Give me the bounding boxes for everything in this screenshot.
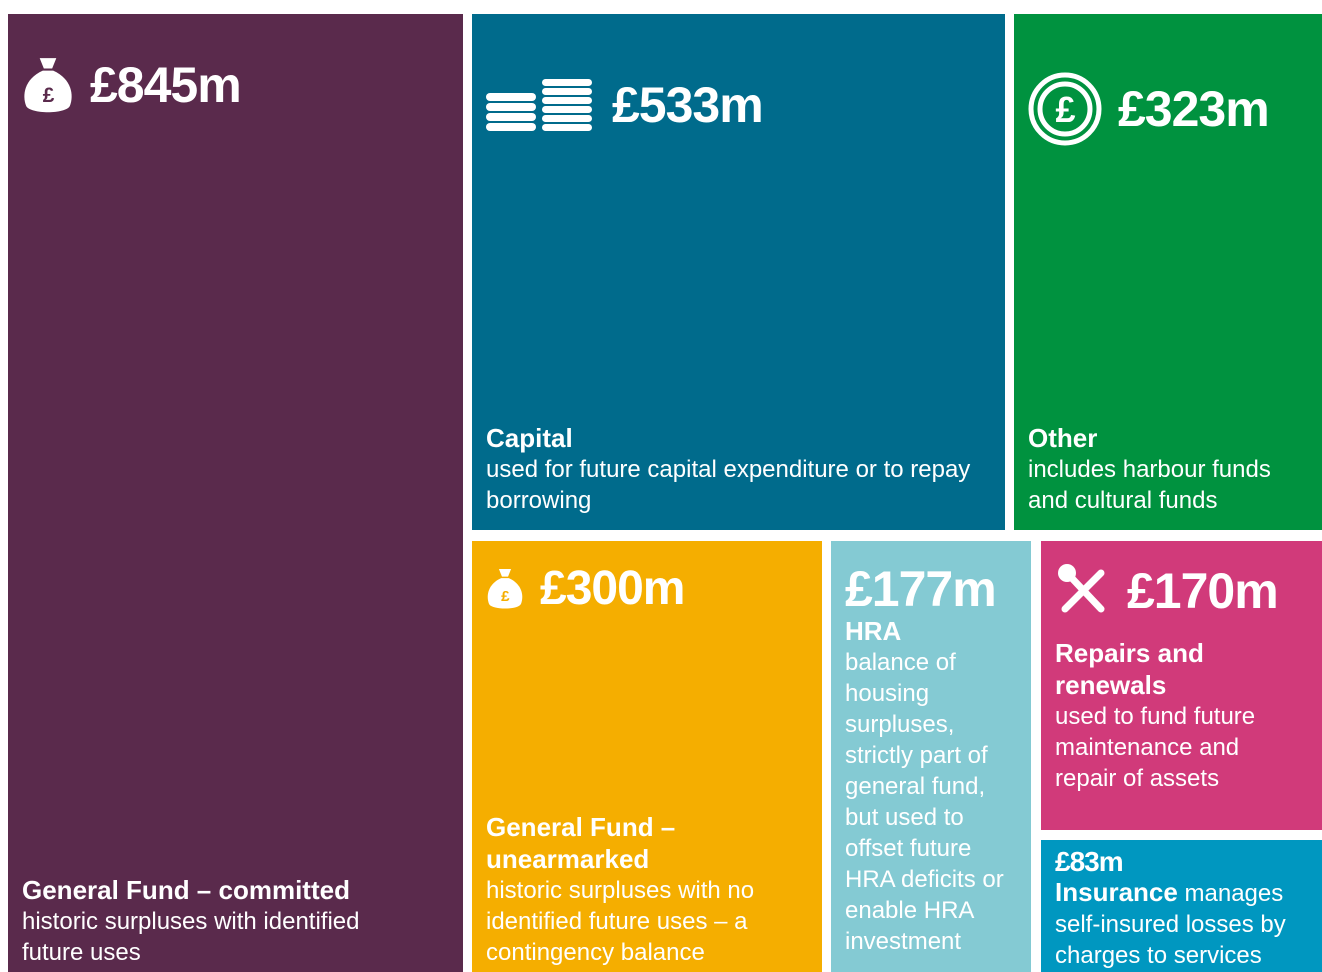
value-label: £83m xyxy=(1055,846,1124,877)
value-label: £300m xyxy=(540,562,685,615)
description: Insurance manages self-insured losses by… xyxy=(1055,876,1316,971)
icon: £ xyxy=(1028,72,1118,146)
treemap-tile: £83m Insurance manages self-insured losse… xyxy=(1041,840,1322,972)
value-label: £533m xyxy=(612,77,764,133)
description: includes harbour funds and cultural fund… xyxy=(1028,456,1271,514)
bottom-pad xyxy=(1028,516,1312,530)
spacer xyxy=(22,116,423,874)
value-label: £323m xyxy=(1118,81,1270,137)
icon: £ xyxy=(486,566,540,612)
icon xyxy=(486,79,612,131)
value-row: £ £845m xyxy=(22,54,423,116)
description: historic surpluses with no identified fu… xyxy=(486,877,755,966)
bottom-pad xyxy=(22,968,423,972)
description: historic surpluses with identified futur… xyxy=(22,908,360,966)
treemap-tile: £ £845m General Fund – committed historic s… xyxy=(8,14,463,972)
category-name: General Fund – committed xyxy=(22,875,350,905)
description: used for future capital expenditure or t… xyxy=(486,456,971,514)
description: used to fund future maintenance and repa… xyxy=(1055,703,1256,792)
value-label: £170m xyxy=(1127,563,1279,619)
value-row: £ £300m xyxy=(486,561,782,616)
value-label: £177m xyxy=(845,561,997,617)
value-row: £ £323m xyxy=(1028,72,1312,146)
value-row: £177m xyxy=(845,563,1023,615)
value-row: £533m xyxy=(486,76,975,134)
spacer xyxy=(486,134,975,422)
category-name: Repairs and renewals xyxy=(1055,638,1204,700)
bottom-pad xyxy=(486,968,782,972)
treemap-tile: £ £300m General Fund – unearmarked historic… xyxy=(472,541,822,972)
treemap-tile: £170m Repairs and renewals used to fund fu… xyxy=(1041,541,1322,830)
spacer xyxy=(1028,146,1312,422)
category-name: HRA xyxy=(845,616,902,646)
value-label: £845m xyxy=(90,57,242,114)
svg-text:£: £ xyxy=(501,588,510,605)
description-text: manages self-insured losses by charges t… xyxy=(1055,880,1286,969)
category-name: Capital xyxy=(486,423,573,453)
icon: £ xyxy=(22,54,90,116)
category-name: General Fund – unearmarked xyxy=(486,812,676,874)
bottom-pad xyxy=(486,516,975,530)
category-name: Other xyxy=(1028,423,1098,453)
spacer xyxy=(486,616,782,811)
treemap-tile: £ £323m Other includes harbour funds and cu… xyxy=(1014,14,1322,530)
category-name: Insurance xyxy=(1055,877,1178,907)
icon xyxy=(1055,563,1127,619)
value-row: £170m xyxy=(1055,563,1302,619)
treemap-tile: £533m Capital used for future capital expe… xyxy=(472,14,1005,530)
svg-text:£: £ xyxy=(1055,89,1075,130)
treemap-tile: £177m HRA balance of housing surpluses, st… xyxy=(831,541,1031,972)
svg-text:£: £ xyxy=(43,84,55,107)
value-row: £83m xyxy=(1055,848,1316,876)
description: balance of housing surpluses, strictly p… xyxy=(845,649,1004,955)
